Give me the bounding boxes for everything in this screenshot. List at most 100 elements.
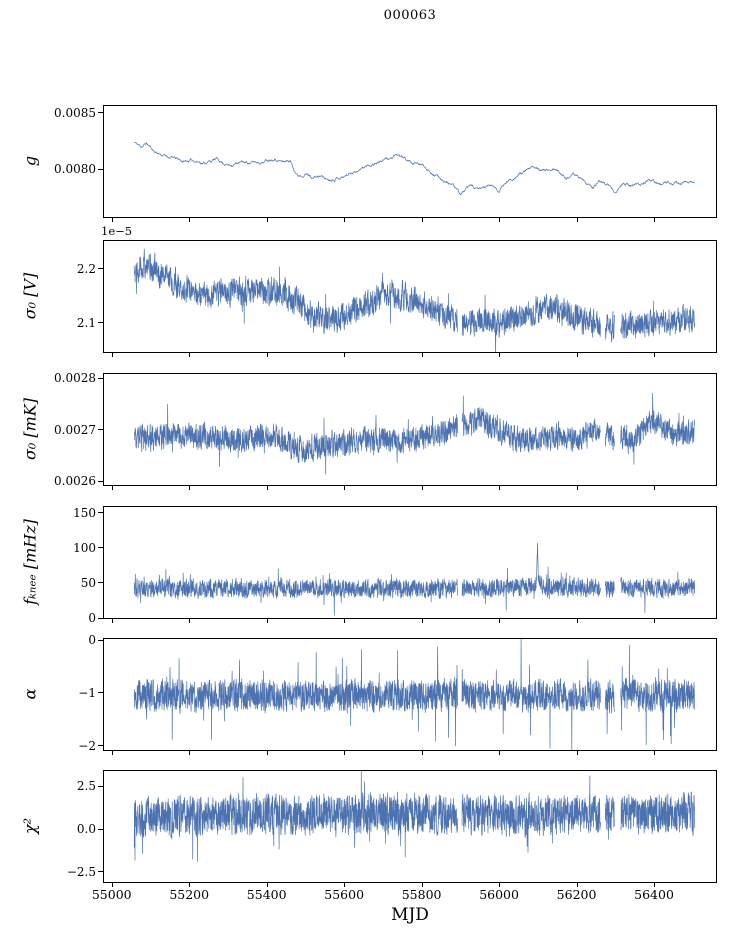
y-axis-label-chi2: χ² bbox=[20, 817, 40, 835]
y-axis-label-g: g bbox=[20, 155, 40, 167]
y-tick-mark bbox=[98, 512, 103, 514]
y-tick-label: 0.0027 bbox=[54, 422, 96, 437]
chart-title: 000063 bbox=[383, 8, 437, 23]
x-tick-mark bbox=[576, 218, 578, 222]
x-tick-mark bbox=[499, 619, 501, 623]
x-tick-mark bbox=[344, 619, 346, 623]
x-tick-mark bbox=[421, 353, 423, 357]
x-tick-mark bbox=[266, 218, 268, 222]
x-tick-mark bbox=[189, 353, 191, 357]
y-tick-label: 0.0026 bbox=[54, 474, 96, 489]
x-tick-mark bbox=[654, 486, 656, 490]
x-tick-mark bbox=[344, 883, 346, 887]
y-tick-mark bbox=[98, 871, 103, 873]
y-axis-label-alpha: α bbox=[20, 688, 40, 700]
x-tick-mark bbox=[576, 353, 578, 357]
y-tick-label: −1 bbox=[78, 685, 96, 700]
x-tick-label: 55000 bbox=[91, 887, 132, 902]
y-tick-mark bbox=[98, 692, 103, 694]
x-tick-mark bbox=[499, 218, 501, 222]
y-tick-label: −2.5 bbox=[66, 864, 96, 879]
y-tick-mark bbox=[98, 322, 103, 323]
y-tick-label: 2.2 bbox=[76, 261, 96, 276]
y-axis-label-sigma0-mk: σ₀ [mK] bbox=[20, 397, 40, 461]
y-tick-label: 0 bbox=[88, 633, 96, 648]
y-tick-label: −2 bbox=[78, 738, 96, 753]
x-tick-mark bbox=[421, 619, 423, 623]
x-tick-label: 56000 bbox=[479, 887, 519, 902]
y-tick-mark bbox=[98, 828, 103, 830]
y-tick-label: 0.0028 bbox=[54, 371, 96, 386]
x-tick-mark bbox=[576, 619, 578, 623]
x-tick-mark bbox=[499, 353, 501, 357]
x-tick-mark bbox=[654, 883, 656, 887]
x-tick-mark bbox=[111, 486, 113, 490]
line-plot bbox=[134, 141, 695, 196]
y-tick-mark bbox=[98, 429, 103, 431]
x-tick-mark bbox=[189, 486, 191, 490]
y-tick-label: 0 bbox=[88, 611, 96, 625]
x-tick-mark bbox=[344, 486, 346, 490]
x-tick-mark bbox=[189, 751, 191, 755]
x-tick-mark bbox=[111, 751, 113, 755]
y-axis-label-sigma0-v: σ₀ [V] bbox=[20, 272, 40, 320]
y-tick-mark bbox=[98, 268, 103, 270]
x-tick-mark bbox=[576, 883, 578, 887]
x-tick-mark bbox=[421, 751, 423, 755]
y-tick-mark bbox=[98, 480, 103, 482]
y-tick-mark bbox=[98, 582, 103, 584]
x-tick-mark bbox=[266, 751, 268, 755]
y-tick-mark bbox=[98, 112, 103, 114]
x-tick-mark bbox=[266, 353, 268, 357]
x-tick-mark bbox=[189, 883, 191, 887]
y-tick-label: 50 bbox=[80, 575, 96, 590]
y-axis-offset-label: 1e−5 bbox=[101, 224, 133, 238]
x-tick-label: 56200 bbox=[556, 887, 597, 902]
panel-chi2: 2.5 0.0 −2.5 bbox=[67, 770, 717, 887]
x-tick-mark bbox=[111, 619, 113, 623]
line-plot bbox=[133, 639, 696, 750]
x-tick-label: 55800 bbox=[401, 887, 442, 902]
panel-alpha: 0 −1 −2 bbox=[78, 633, 717, 755]
x-tick-mark bbox=[111, 218, 113, 222]
y-tick-label: 0.0080 bbox=[54, 162, 96, 177]
y-tick-mark bbox=[98, 377, 103, 379]
x-tick-mark bbox=[654, 218, 656, 222]
y-tick-mark bbox=[98, 745, 103, 747]
x-tick-mark bbox=[499, 486, 501, 490]
panel-sigma0-v: 1e−5 2.2 2.1 bbox=[77, 224, 717, 357]
x-tick-mark bbox=[421, 883, 423, 887]
x-tick-mark bbox=[344, 218, 346, 222]
x-tick-mark bbox=[499, 883, 501, 887]
x-tick-label: 56400 bbox=[634, 887, 674, 902]
y-tick-label: 2.5 bbox=[76, 779, 96, 794]
y-tick-label: 0.0 bbox=[76, 822, 96, 837]
x-axis-label: MJD bbox=[391, 905, 429, 925]
x-tick-mark bbox=[189, 218, 191, 222]
x-tick-mark bbox=[654, 619, 656, 623]
y-tick-label: 0.0085 bbox=[54, 105, 96, 120]
y-tick-label: 100 bbox=[73, 540, 96, 555]
x-tick-mark bbox=[111, 353, 113, 357]
x-tick-mark bbox=[576, 486, 578, 490]
x-tick-mark bbox=[344, 751, 346, 755]
panel-fknee: 150 100 50 0 bbox=[73, 506, 717, 625]
x-tick-labels: 55000 55200 55400 55600 55800 56000 56200 56400 bbox=[92, 887, 716, 903]
y-axis-label-fknee: fₖₙₑₑ [mHz] bbox=[20, 519, 40, 605]
line-plot bbox=[133, 248, 696, 352]
y-tick-mark bbox=[98, 785, 103, 787]
y-tick-label: 150 bbox=[73, 505, 96, 520]
x-tick-mark bbox=[654, 751, 656, 755]
x-tick-label: 55400 bbox=[246, 887, 287, 902]
x-tick-mark bbox=[654, 353, 656, 357]
x-tick-label: 55200 bbox=[169, 887, 210, 902]
y-tick-mark bbox=[98, 168, 103, 170]
x-tick-mark bbox=[189, 619, 191, 623]
panel-sigma0-mk: 0.0028 0.0027 0.0026 bbox=[54, 371, 717, 490]
x-tick-mark bbox=[421, 218, 423, 222]
x-tick-mark bbox=[266, 619, 268, 623]
line-plot bbox=[133, 392, 696, 475]
x-tick-mark bbox=[499, 751, 501, 755]
x-tick-label: 55600 bbox=[324, 887, 365, 902]
